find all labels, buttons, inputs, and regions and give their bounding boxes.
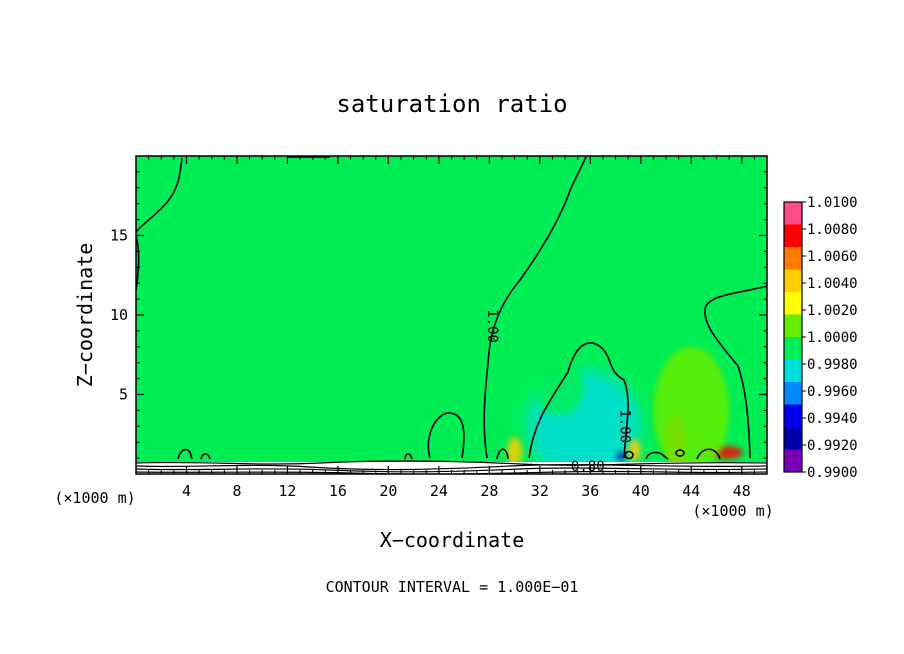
colorbar-swatch [784, 292, 802, 315]
colorbar: 1.0100 1.0080 1.0060 1.0040 1.0020 1.0000 0.99… [783, 195, 858, 481]
colorbar-swatch [784, 202, 802, 225]
y-tick-label: 10 [110, 306, 128, 324]
colorbar-label: 0.9940 [807, 411, 858, 427]
field-feature-8 [616, 451, 625, 462]
colorbar-label: 1.0060 [807, 249, 858, 265]
colorbar-label: 1.0040 [807, 276, 858, 292]
contour-label-0: 1.00 [484, 309, 500, 343]
field-feature-5 [628, 439, 641, 462]
colorbar-swatch [784, 269, 802, 293]
y-axis-label: Z−coordinate [73, 243, 97, 388]
colorbar-swatch [784, 359, 802, 383]
colorbar-label: 0.9900 [807, 465, 858, 481]
x-tick-label: 16 [329, 482, 347, 500]
contour-label-1: 1.00 [616, 409, 632, 443]
x-axis: 4 8 12 16 20 24 28 32 36 40 44 48 [148, 156, 755, 500]
colorbar-swatch [784, 224, 802, 248]
x-tick-label: 4 [182, 482, 191, 500]
x-tick-label: 44 [682, 482, 700, 500]
x-tick-label: 32 [531, 482, 549, 500]
colorbar-label: 0.9960 [807, 384, 858, 400]
x-axis-label: X−coordinate [380, 528, 525, 552]
colorbar-swatch [784, 382, 802, 405]
colorbar-swatch [784, 449, 802, 473]
colorbar-label: 1.0020 [807, 303, 858, 319]
colorbar-label: 0.9920 [807, 438, 858, 454]
y-axis: 5 10 15 [110, 171, 767, 459]
contour-interval-note: CONTOUR INTERVAL = 1.000E−01 [326, 578, 579, 596]
field-feature-2 [186, 432, 389, 465]
colorbar-label: 1.0000 [807, 330, 858, 346]
x-tick-label: 48 [733, 482, 751, 500]
field-feature-7 [653, 346, 730, 474]
colorbar-swatch [784, 404, 802, 428]
x-tick-label: 8 [232, 482, 241, 500]
field-feature-4 [507, 437, 523, 467]
colorbar-swatch [784, 337, 802, 360]
contour-label-2: 0.80 [571, 459, 605, 475]
contour-lines [136, 156, 767, 460]
colorbar-label: 1.0080 [807, 222, 858, 238]
plot-area: 1.00 1.00 0.80 [136, 156, 767, 475]
y-unit-label: (×1000 m) [54, 489, 135, 507]
x-tick-label: 12 [278, 482, 296, 500]
colorbar-swatch [784, 247, 802, 270]
colorbar-label: 0.9980 [807, 357, 858, 373]
x-tick-label: 36 [581, 482, 599, 500]
colorbar-swatch [784, 314, 802, 338]
x-tick-label: 20 [379, 482, 397, 500]
x-unit-label: (×1000 m) [692, 502, 773, 520]
chart-title: saturation ratio [336, 90, 567, 118]
y-tick-label: 15 [110, 227, 128, 245]
colorbar-swatch [784, 427, 802, 450]
y-tick-label: 5 [119, 386, 128, 404]
x-tick-label: 28 [480, 482, 498, 500]
x-tick-label: 40 [632, 482, 650, 500]
x-tick-label: 24 [430, 482, 448, 500]
colorbar-label: 1.0100 [807, 195, 858, 211]
